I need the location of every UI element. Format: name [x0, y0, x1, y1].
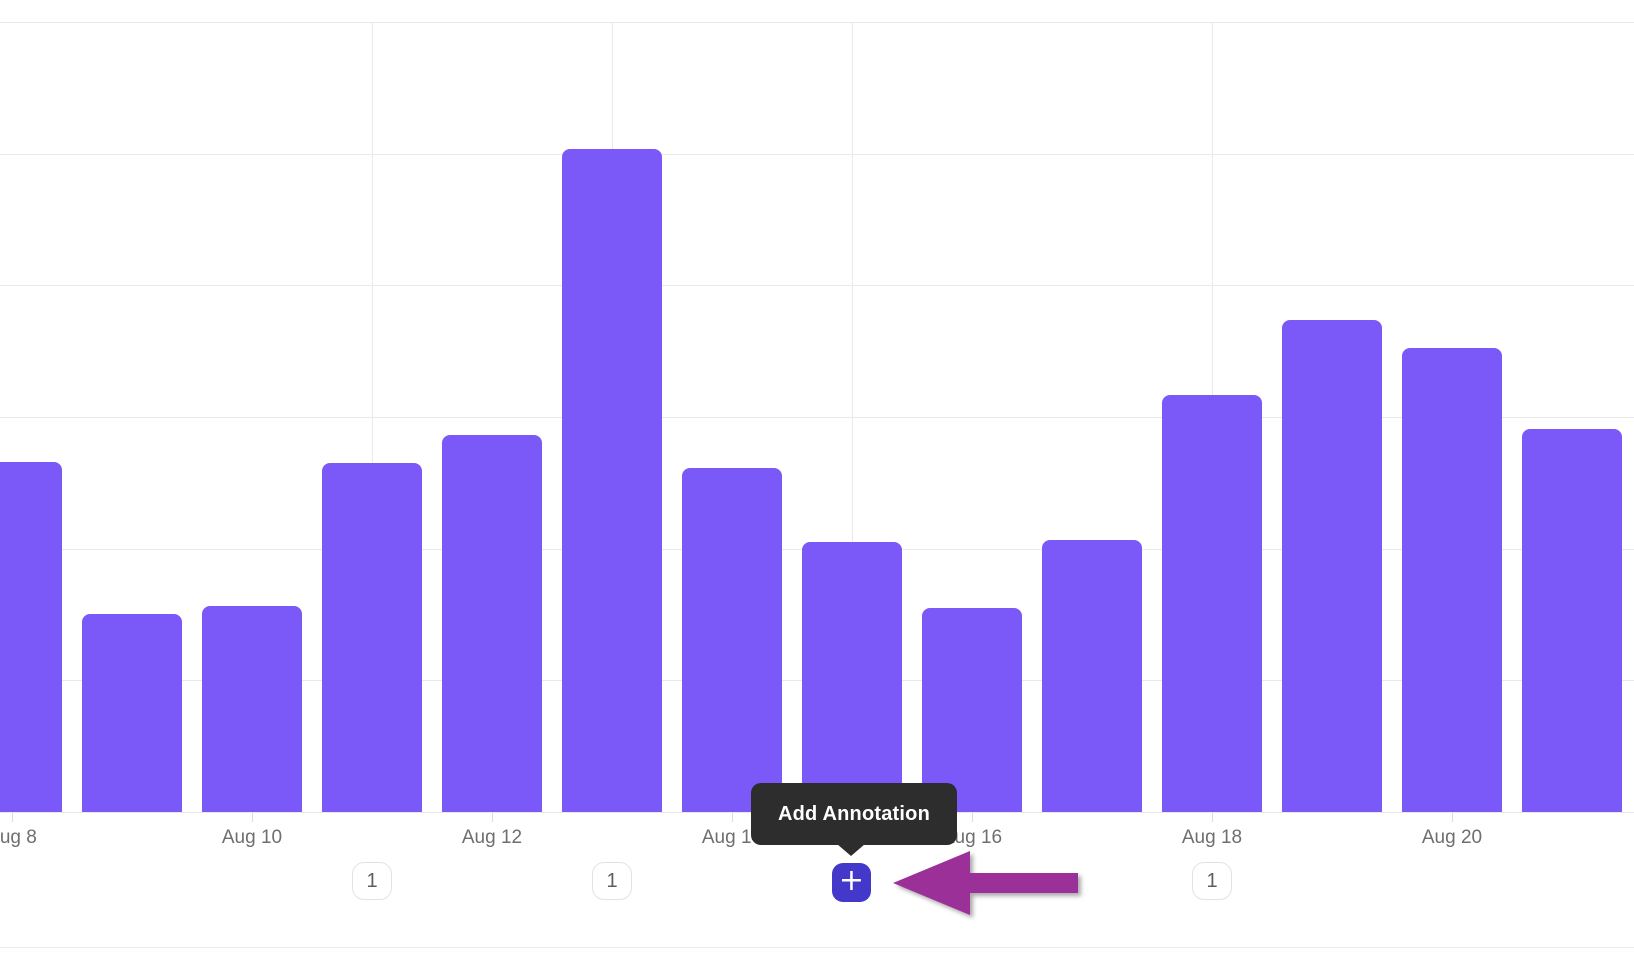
bottom-divider — [0, 947, 1634, 948]
annotation-badge-aug-18[interactable]: 1 — [1192, 862, 1232, 900]
annotation-guide-line — [852, 22, 853, 812]
x-axis-tick — [12, 812, 13, 822]
x-axis-label-aug-12: Aug 12 — [461, 827, 523, 848]
tooltip-caret-icon — [837, 844, 865, 856]
add-annotation-tooltip: Add Annotation — [751, 783, 957, 856]
plus-icon: + — [838, 863, 865, 898]
gridline-horizontal — [0, 153, 1634, 155]
gridline-horizontal — [0, 417, 1634, 418]
tooltip-label: Add Annotation — [777, 802, 931, 825]
bar-aug-20[interactable] — [1402, 348, 1502, 812]
bar-aug-15[interactable] — [802, 541, 902, 812]
plot-area — [0, 22, 1634, 812]
x-axis-label-aug-8: Aug 8 — [0, 827, 37, 848]
annotation-guide-line — [372, 22, 373, 812]
x-axis-label-aug-14: Aug 14 — [701, 827, 763, 848]
bar-aug-16[interactable] — [922, 608, 1022, 812]
x-axis-tick — [252, 812, 253, 822]
annotation-badge-aug-13[interactable]: 1 — [592, 862, 632, 900]
annotation-badge-aug-11[interactable]: 1 — [352, 862, 392, 900]
bar-aug-12[interactable] — [442, 435, 542, 812]
bar-aug-19[interactable] — [1282, 319, 1382, 812]
annotation-arrow-icon — [893, 851, 1078, 915]
x-axis-label-aug-18: Aug 18 — [1181, 827, 1243, 848]
x-axis-tick — [492, 812, 493, 822]
add-annotation-button[interactable]: + — [832, 863, 871, 902]
x-axis-tick — [972, 812, 973, 822]
bar-aug-18[interactable] — [1162, 394, 1262, 812]
bar-aug-8[interactable] — [0, 462, 62, 812]
bar-aug-9[interactable] — [82, 613, 182, 812]
x-axis-label-aug-10: Aug 10 — [221, 827, 283, 848]
x-axis-tick — [1452, 812, 1453, 822]
bar-aug-13[interactable] — [562, 149, 662, 812]
x-axis-tick — [1212, 812, 1213, 822]
gridline-horizontal — [0, 22, 1634, 23]
x-axis-tick — [732, 812, 733, 822]
gridline-horizontal — [0, 285, 1634, 287]
x-axis-label-aug-20: Aug 20 — [1421, 827, 1483, 848]
bar-aug-17[interactable] — [1042, 540, 1142, 812]
bar-aug-14[interactable] — [682, 468, 782, 812]
bar-aug-11[interactable] — [322, 462, 422, 812]
bar-aug-21[interactable] — [1522, 428, 1622, 812]
bar-aug-10[interactable] — [202, 605, 302, 812]
